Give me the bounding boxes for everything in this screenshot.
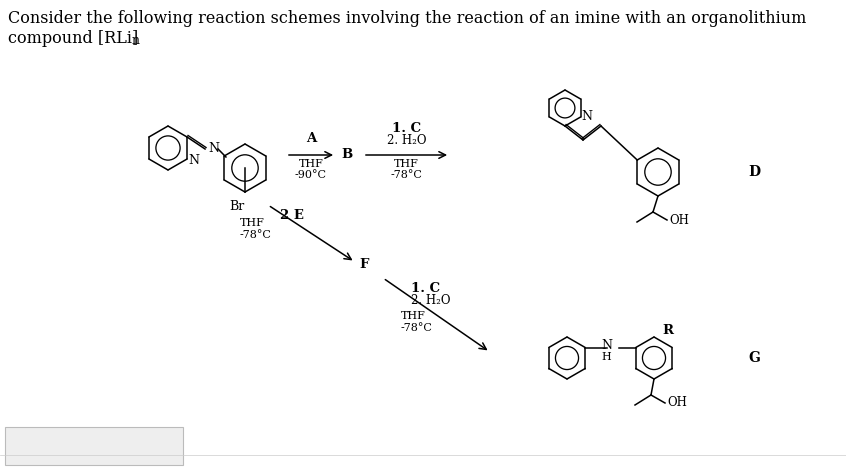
Text: n: n xyxy=(132,34,140,47)
Text: A: A xyxy=(306,132,316,145)
Text: H: H xyxy=(602,352,612,361)
Text: N: N xyxy=(188,154,199,166)
Text: THF: THF xyxy=(299,159,323,169)
Text: 1. C: 1. C xyxy=(392,122,421,135)
Text: Br: Br xyxy=(229,200,244,213)
Text: N: N xyxy=(208,142,219,156)
Text: 2 E: 2 E xyxy=(279,209,304,222)
Text: N: N xyxy=(601,339,612,352)
Text: compound [RLi]: compound [RLi] xyxy=(8,30,138,47)
Text: THF: THF xyxy=(394,159,419,169)
Text: 1. C: 1. C xyxy=(411,282,440,295)
Text: 2. H₂O: 2. H₂O xyxy=(387,134,426,147)
Text: B: B xyxy=(341,149,352,162)
Text: -90°C: -90°C xyxy=(295,170,327,180)
Text: R: R xyxy=(662,324,673,337)
Text: OH: OH xyxy=(669,213,689,227)
Text: D: D xyxy=(748,165,760,179)
Text: -78°C: -78°C xyxy=(401,323,433,333)
Text: F: F xyxy=(359,258,368,271)
Text: G: G xyxy=(748,351,760,365)
Text: OH: OH xyxy=(667,397,687,409)
Text: -78°C: -78°C xyxy=(240,230,272,240)
Bar xyxy=(5,427,183,465)
Text: N: N xyxy=(581,110,592,124)
Text: -78°C: -78°C xyxy=(391,170,422,180)
Text: 2. H₂O: 2. H₂O xyxy=(411,295,451,307)
Text: THF: THF xyxy=(240,218,265,228)
Text: Consider the following reaction schemes involving the reaction of an imine with : Consider the following reaction schemes … xyxy=(8,10,806,27)
Text: THF: THF xyxy=(401,311,426,321)
